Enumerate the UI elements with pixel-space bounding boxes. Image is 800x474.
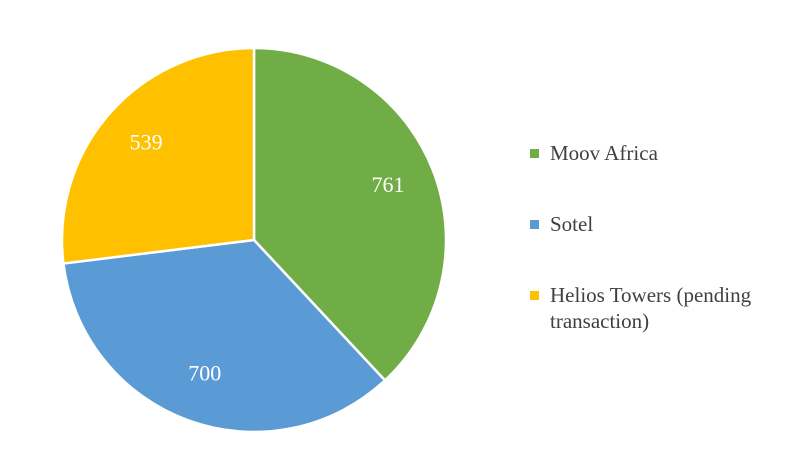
data-label: 539 <box>130 130 163 155</box>
legend-item: Helios Towers (pending transaction) <box>530 282 795 334</box>
data-label: 761 <box>371 172 404 197</box>
legend-label: Helios Towers (pending transaction) <box>550 283 752 333</box>
legend-swatch <box>530 220 539 229</box>
legend-label: Moov Africa <box>550 141 658 165</box>
legend: Moov Africa Sotel Helios Towers (pending t… <box>530 140 795 379</box>
legend-item: Sotel <box>530 211 795 237</box>
legend-swatch <box>530 291 539 300</box>
chart: 761 700 539 <box>60 46 448 434</box>
pie-slice <box>60 46 256 265</box>
data-label: 700 <box>188 360 221 385</box>
legend-label: Sotel <box>550 212 594 236</box>
legend-swatch <box>530 149 539 158</box>
legend-item: Moov Africa <box>530 140 795 166</box>
pie-slice <box>62 238 387 434</box>
pie-slice <box>252 46 448 383</box>
